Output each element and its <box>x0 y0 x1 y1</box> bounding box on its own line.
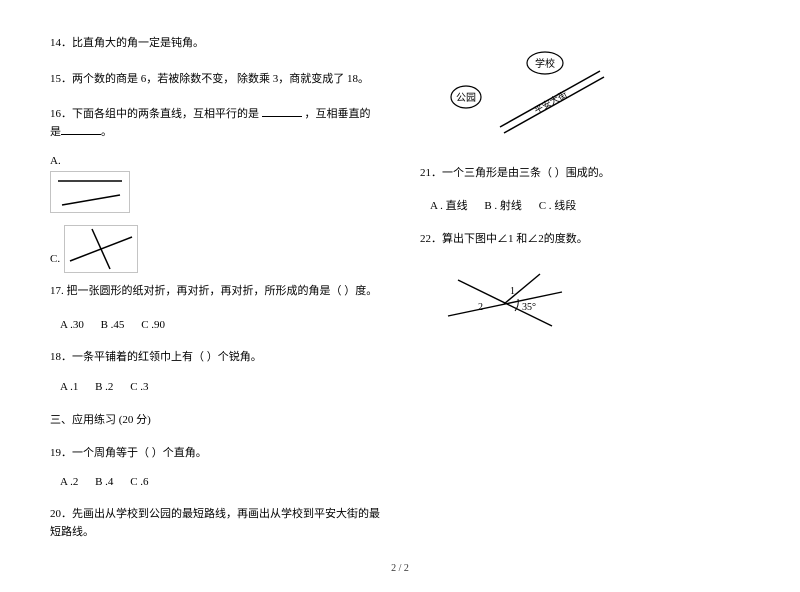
q19-opt-c: C .6 <box>130 476 148 488</box>
question-15: 15．两个数的商是 6，若被除数不变， 除数乘 3，商就变成了 18。 <box>50 71 390 89</box>
diagram-angles: 1 2 35° <box>440 266 750 336</box>
question-16: 16．下面各组中的两条直线，互相平行的是 ，互相垂直的 是 。 <box>50 106 390 141</box>
question-21: 21．一个三角形是由三条（ ）围成的。 <box>420 165 750 183</box>
q16-text-a: 16．下面各组中的两条直线，互相平行的是 <box>50 108 262 120</box>
q19-options: A .2 B .4 C .6 <box>60 476 390 488</box>
q17-options: A .30 B .45 C .90 <box>60 319 390 331</box>
q21-opt-a: A . 直线 <box>430 200 468 212</box>
diagram-16c <box>64 225 138 273</box>
question-18: 18．一条平铺着的红领巾上有（ ）个锐角。 <box>50 349 390 367</box>
map-street-label: 平安大街 <box>532 88 569 115</box>
q19-opt-b: B .4 <box>95 476 113 488</box>
question-19: 19．一个周角等于（ ）个直角。 <box>50 445 390 463</box>
q19-opt-a: A .2 <box>60 476 78 488</box>
q18-opt-c: C .3 <box>130 381 148 393</box>
question-20: 20．先画出从学校到公园的最短路线，再画出从学校到平安大街的最短路线。 <box>50 506 390 541</box>
angle-2-label: 2 <box>478 302 483 313</box>
map-school-label: 学校 <box>535 57 555 70</box>
question-17: 17. 把一张圆形的纸对折，再对折，再对折，所形成的角是（ ）度。 <box>50 283 390 301</box>
q18-options: A .1 B .2 C .3 <box>60 381 390 393</box>
question-14: 14．比直角大的角一定是钝角。 <box>50 35 390 53</box>
label-c: C. <box>50 253 60 265</box>
blank-1 <box>262 106 302 117</box>
q17-opt-b: B .45 <box>101 319 125 331</box>
angle-1-label: 1 <box>510 286 515 297</box>
page-number: 2 / 2 <box>0 563 800 574</box>
q17-opt-a: A .30 <box>60 319 84 331</box>
q16-text-d: 。 <box>101 126 112 138</box>
q18-opt-b: B .2 <box>95 381 113 393</box>
q21-options: A . 直线 B . 射线 C . 线段 <box>430 197 750 213</box>
diagram-16a <box>50 171 390 213</box>
label-a: A. <box>50 155 390 167</box>
q16-text-b: ，互相垂直的 <box>302 108 371 120</box>
diagram-map: 学校 公园 平安大街 <box>450 49 750 135</box>
question-22: 22．算出下图中∠1 和∠2的度数。 <box>420 231 750 249</box>
angle-deg-label: 35° <box>522 302 536 313</box>
q17-opt-c: C .90 <box>141 319 165 331</box>
map-park-label: 公园 <box>456 92 476 104</box>
q21-opt-c: C . 线段 <box>539 200 577 212</box>
q18-opt-a: A .1 <box>60 381 78 393</box>
section-title: 三、应用练习 (20 分) <box>50 411 390 427</box>
q16-text-c: 是 <box>50 126 61 138</box>
q21-opt-b: B . 射线 <box>484 200 522 212</box>
blank-2 <box>61 124 101 135</box>
